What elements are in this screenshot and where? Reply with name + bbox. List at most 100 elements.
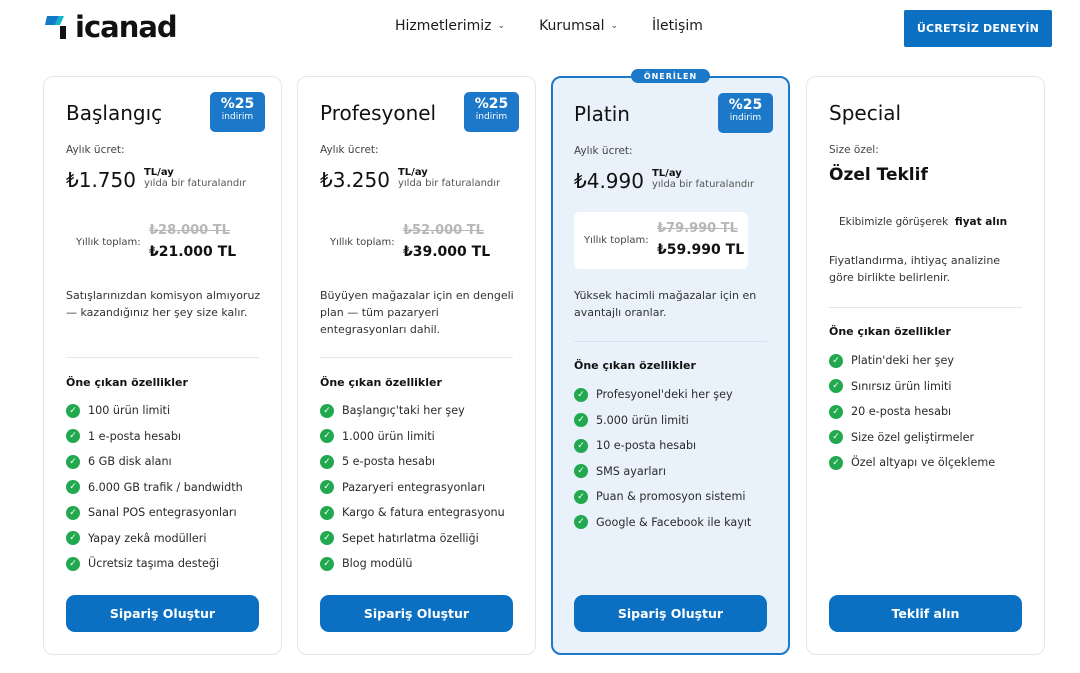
yearly-new-price: ₺59.990 TL — [657, 242, 745, 258]
feature-text: 20 e-posta hesabı — [851, 405, 952, 419]
feature-text: Yapay zekâ modülleri — [88, 531, 207, 545]
nav-item-label: Hizmetlerimiz — [395, 18, 492, 34]
nav-item-hizmetlerimiz[interactable]: Hizmetlerimiz ⌄ — [395, 18, 505, 34]
check-icon: ✓ — [320, 505, 334, 520]
feature-item: ✓ Başlangıç'taki her şey — [320, 398, 513, 424]
discount-percent: %25 — [728, 97, 763, 113]
check-icon: ✓ — [829, 404, 843, 419]
check-icon: ✓ — [320, 531, 334, 546]
plan-title: Platin — [574, 102, 630, 126]
nav-item-kurumsal[interactable]: Kurumsal ⌄ — [539, 18, 618, 34]
plan-description: Fiyatlandırma, ihtiyaç analizine göre bi… — [829, 254, 1001, 284]
price-unit: TL/ay — [397, 167, 428, 178]
nav-item-label: İletişim — [652, 18, 703, 34]
feature-item: ✓ 5.000 ürün limiti — [574, 408, 767, 434]
feature-item: ✓ Sepet hatırlatma özelliği — [320, 526, 513, 552]
feature-item: ✓ Ücretsiz taşıma desteği — [66, 551, 259, 577]
check-icon: ✓ — [320, 454, 334, 469]
feature-text: Pazaryeri entegrasyonları — [342, 480, 486, 494]
contact-note: Ekibimizle görüşerek fiyat alın — [839, 216, 1007, 228]
monthly-price: ₺3.250 — [320, 168, 390, 192]
feature-list: ✓ Platin'deki her şey ✓ Sınırsız ürün limi… — [829, 348, 1022, 476]
feature-text: Ücretsiz taşıma desteği — [88, 557, 220, 571]
feature-item: ✓ 1.000 ürün limiti — [320, 424, 513, 450]
price-row: ₺1.750 TL/ay yılda bir faturalandır — [66, 165, 246, 195]
check-icon: ✓ — [829, 353, 843, 368]
plan-title: Special — [829, 101, 902, 125]
feature-text: Size özel geliştirmeler — [851, 430, 975, 444]
pricing-card-baslangic: Başlangıç %25 indirim Aylık ücret: ₺1.75… — [43, 76, 282, 655]
check-icon: ✓ — [66, 480, 80, 495]
check-icon: ✓ — [66, 454, 80, 469]
feature-text: Kargo & fatura entegrasyonu — [342, 506, 505, 520]
main-nav: Hizmetlerimiz ⌄ Kurumsal ⌄ İletişim — [395, 18, 703, 34]
check-icon: ✓ — [320, 480, 334, 495]
yearly-old-price: ₺28.000 TL — [149, 223, 230, 238]
feature-item: ✓ Sanal POS entegrasyonları — [66, 500, 259, 526]
check-icon: ✓ — [829, 455, 843, 470]
discount-badge: %25 indirim — [718, 93, 773, 133]
free-trial-button[interactable]: ÜCRETSİZ DENEYİN — [904, 10, 1052, 47]
check-icon: ✓ — [574, 515, 588, 530]
yearly-label: Yıllık toplam: — [330, 237, 395, 248]
plan-description: Büyüyen mağazalar için en dengeli plan —… — [320, 289, 514, 336]
monthly-price: ₺1.750 — [66, 168, 136, 192]
plan-description: Satışlarınızdan komisyon almıyoruz — kaz… — [66, 289, 261, 319]
features-title: Öne çıkan özellikler — [320, 376, 442, 389]
check-icon: ✓ — [574, 438, 588, 453]
feature-text: Profesyonel'deki her şey — [596, 388, 733, 402]
feature-item: ✓ Profesyonel'deki her şey — [574, 382, 767, 408]
billing-note: yılda bir faturalandır — [397, 178, 501, 189]
feature-text: Puan & promosyon sistemi — [596, 490, 746, 504]
check-icon: ✓ — [66, 429, 80, 444]
check-icon: ✓ — [320, 403, 334, 418]
contact-bold-text: fiyat alın — [954, 216, 1008, 228]
yearly-total-box: Yıllık toplam: ₺79.990 TL ₺59.990 TL — [574, 212, 748, 269]
feature-text: 5.000 ürün limiti — [596, 413, 689, 427]
yearly-new-price: ₺21.000 TL — [149, 244, 237, 260]
feature-item: ✓ Pazaryeri entegrasyonları — [320, 475, 513, 501]
plan-title: Profesyonel — [320, 101, 437, 125]
brand-logo[interactable]: icanad — [45, 10, 178, 44]
chevron-down-icon: ⌄ — [610, 21, 619, 31]
price-label: Aylık ücret: — [574, 145, 633, 157]
feature-item: ✓ 6 GB disk alanı — [66, 449, 259, 475]
order-button[interactable]: Sipariş Oluştur — [320, 595, 513, 632]
features-title: Öne çıkan özellikler — [66, 376, 188, 389]
discount-badge: %25 indirim — [464, 92, 519, 132]
feature-item: ✓ Platin'deki her şey — [829, 348, 1022, 374]
features-title: Öne çıkan özellikler — [574, 359, 696, 372]
check-icon: ✓ — [574, 464, 588, 479]
order-button[interactable]: Sipariş Oluştur — [574, 595, 767, 632]
feature-text: Blog modülü — [342, 557, 413, 571]
divider — [574, 341, 767, 342]
feature-text: Sepet hatırlatma özelliği — [342, 531, 479, 545]
pricing-card-profesyonel: Profesyonel %25 indirim Aylık ücret: ₺3.… — [297, 76, 536, 655]
yearly-new-price: ₺39.000 TL — [403, 244, 491, 260]
quote-button[interactable]: Teklif alın — [829, 595, 1022, 632]
yearly-total-box: Yıllık toplam: ₺52.000 TL ₺39.000 TL — [320, 214, 494, 271]
feature-text: Başlangıç'taki her şey — [342, 404, 465, 418]
feature-item: ✓ 100 ürün limiti — [66, 398, 259, 424]
feature-item: ✓ Sınırsız ürün limiti — [829, 374, 1022, 400]
feature-item: ✓ Özel altyapı ve ölçekleme — [829, 450, 1022, 476]
nav-item-iletisim[interactable]: İletişim — [652, 18, 703, 34]
plan-title: Başlangıç — [66, 101, 163, 125]
divider — [66, 357, 259, 358]
custom-offer-title: Özel Teklif — [829, 165, 928, 185]
price-unit: TL/ay — [143, 167, 174, 178]
plan-description: Yüksek hacimli mağazalar için en avantaj… — [574, 289, 757, 319]
billing-note: yılda bir faturalandır — [651, 179, 755, 190]
feature-text: 5 e-posta hesabı — [342, 455, 436, 469]
feature-text: 6 GB disk alanı — [88, 455, 172, 469]
discount-label: indirim — [729, 113, 762, 123]
check-icon: ✓ — [829, 430, 843, 445]
feature-text: 6.000 GB trafik / bandwidth — [88, 480, 243, 494]
feature-list: ✓ Başlangıç'taki her şey ✓ 1.000 ürün limi… — [320, 398, 513, 577]
feature-text: Google & Facebook ile kayıt — [596, 515, 752, 529]
check-icon: ✓ — [66, 556, 80, 571]
brand-name: icanad — [75, 10, 178, 44]
check-icon: ✓ — [320, 556, 334, 571]
site-header: icanad Hizmetlerimiz ⌄ Kurumsal ⌄ İletiş… — [0, 0, 1080, 62]
order-button[interactable]: Sipariş Oluştur — [66, 595, 259, 632]
